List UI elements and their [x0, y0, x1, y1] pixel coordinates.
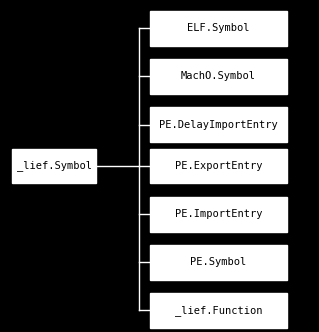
Text: MachO.Symbol: MachO.Symbol — [181, 71, 256, 81]
FancyBboxPatch shape — [150, 11, 287, 45]
FancyBboxPatch shape — [12, 148, 97, 183]
Text: PE.DelayImportEntry: PE.DelayImportEntry — [159, 120, 278, 129]
Text: PE.ImportEntry: PE.ImportEntry — [175, 209, 262, 219]
FancyBboxPatch shape — [150, 245, 287, 280]
FancyBboxPatch shape — [150, 197, 287, 232]
Text: ELF.Symbol: ELF.Symbol — [187, 23, 250, 33]
Text: PE.Symbol: PE.Symbol — [190, 257, 247, 267]
FancyBboxPatch shape — [150, 293, 287, 328]
Text: PE.ExportEntry: PE.ExportEntry — [175, 161, 262, 171]
FancyBboxPatch shape — [150, 107, 287, 142]
FancyBboxPatch shape — [150, 59, 287, 94]
Text: _lief.Function: _lief.Function — [175, 305, 262, 316]
Text: _lief.Symbol: _lief.Symbol — [17, 161, 92, 171]
FancyBboxPatch shape — [150, 148, 287, 183]
